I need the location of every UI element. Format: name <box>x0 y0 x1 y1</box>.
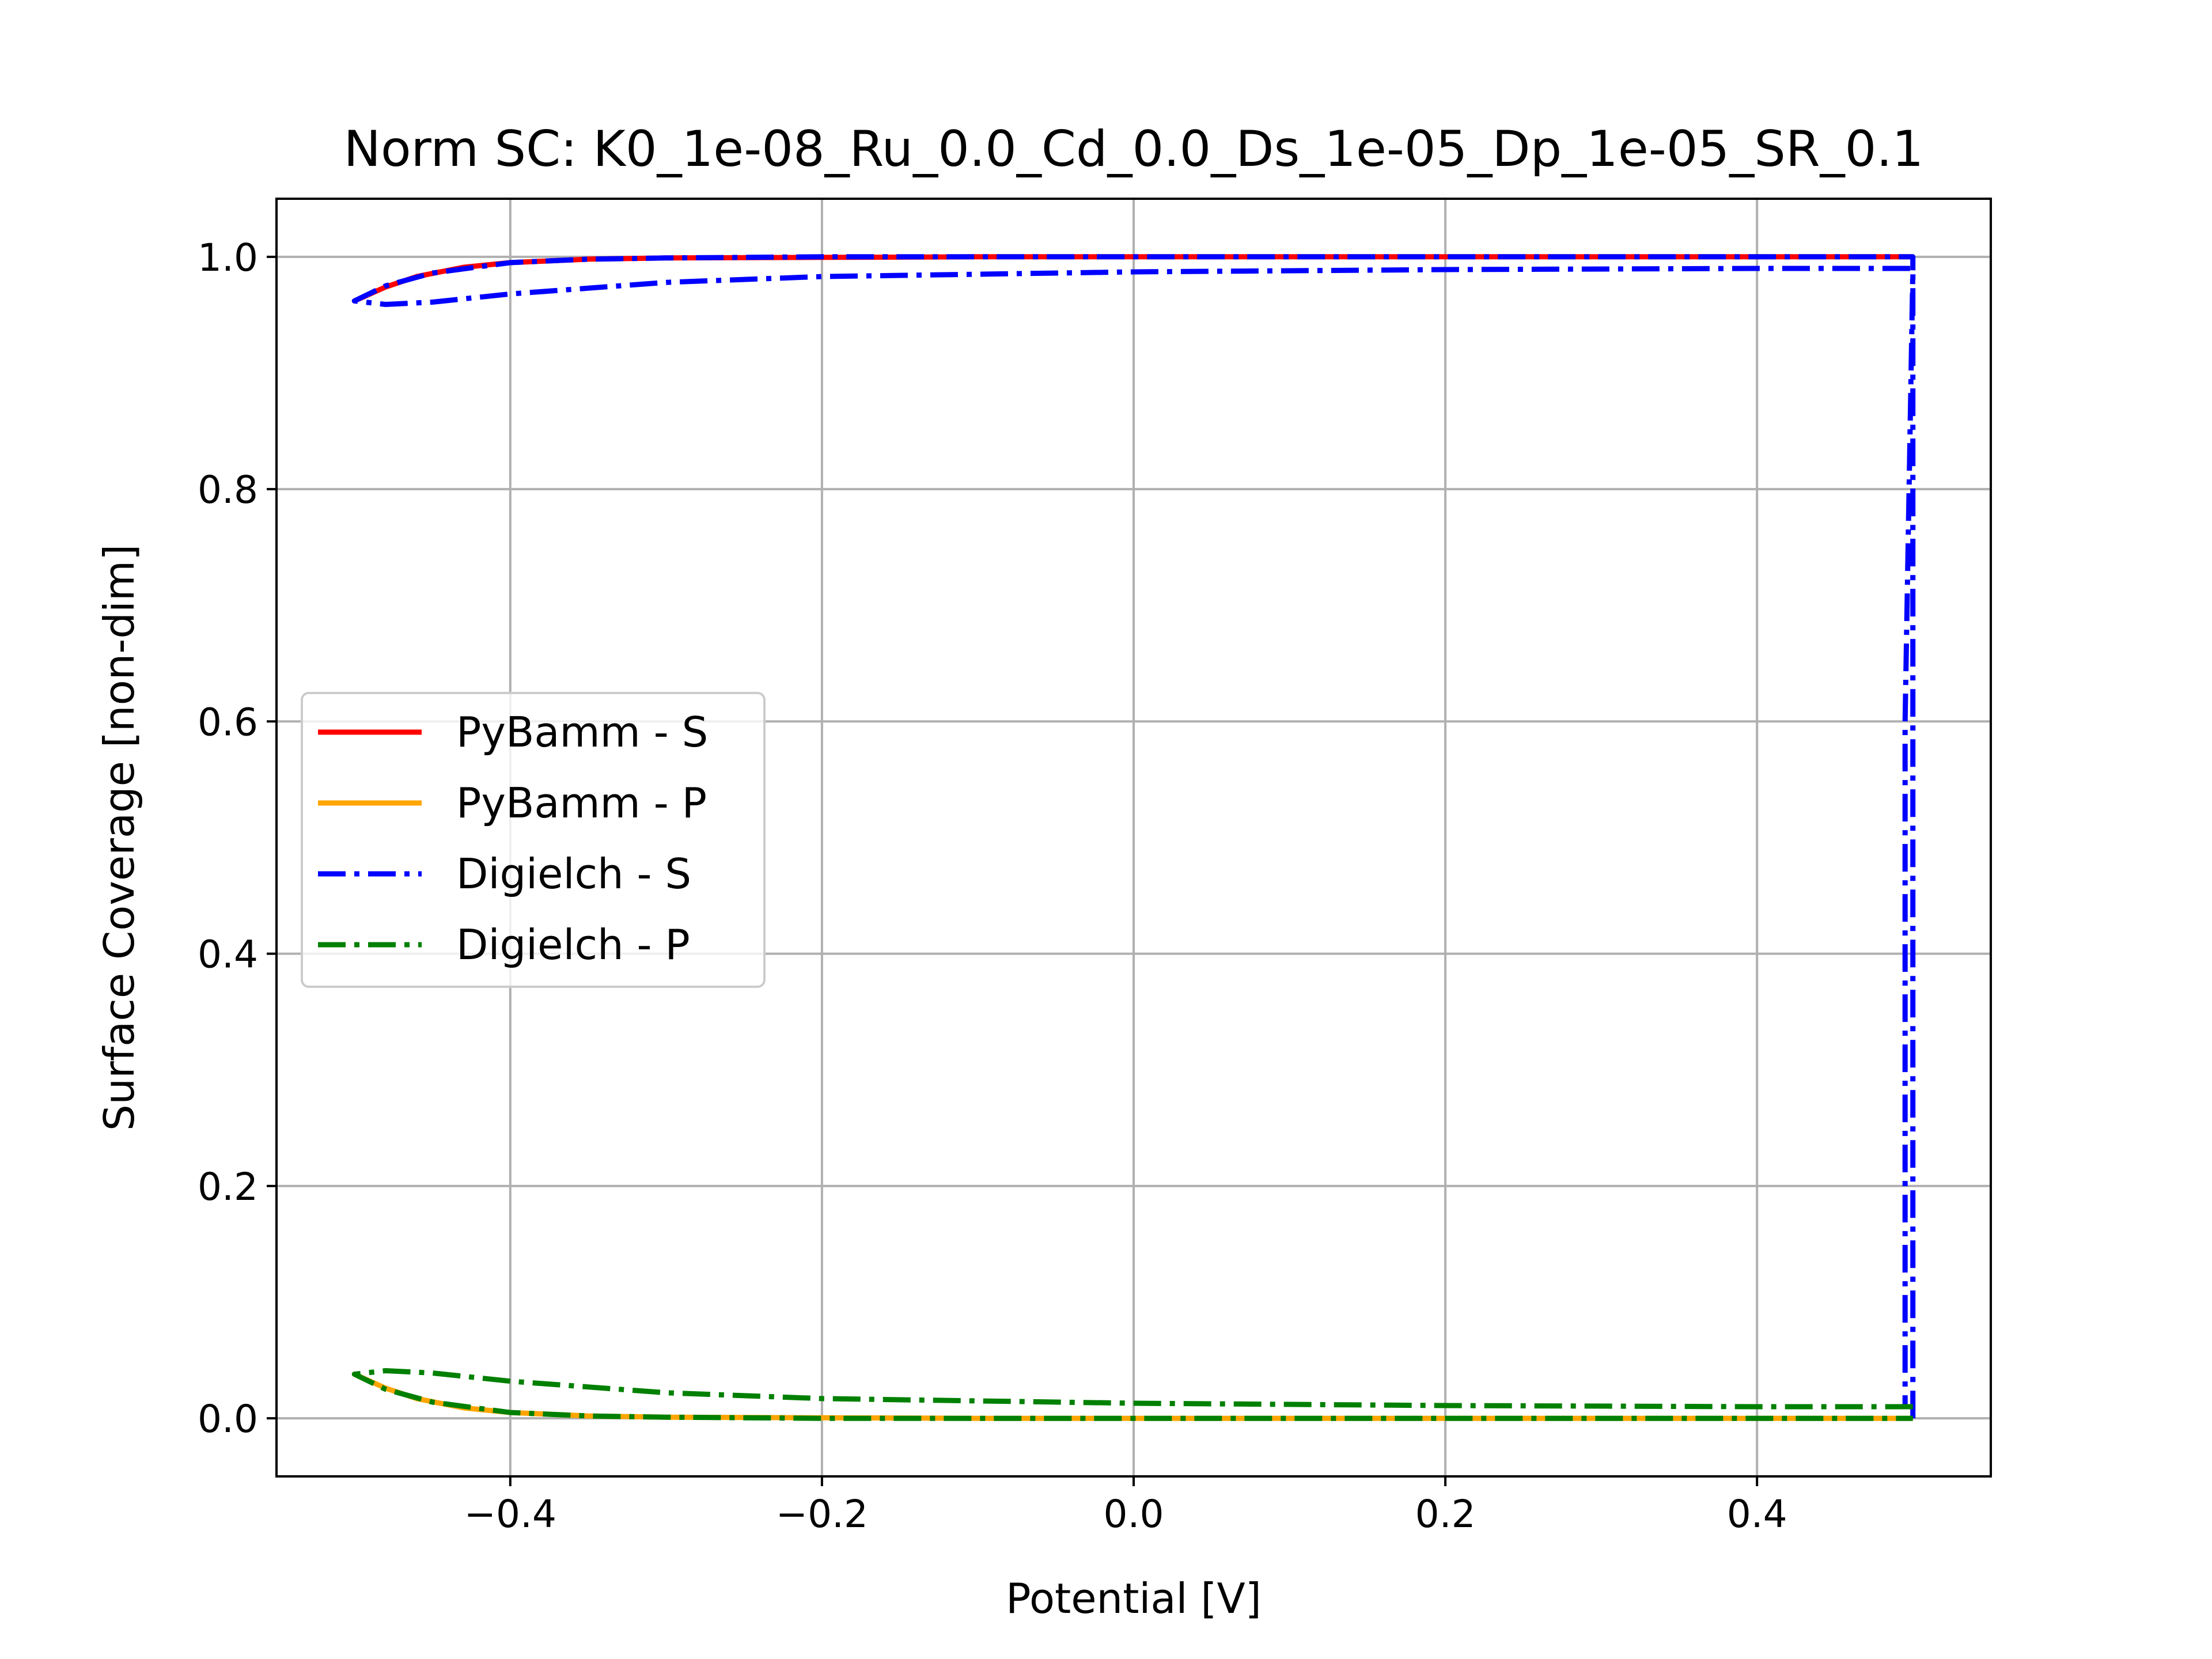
x-axis-label: Potential [V] <box>1006 1574 1262 1623</box>
legend-label-digielch-p: Digielch - P <box>456 921 690 969</box>
legend-label-pybamm-p: PyBamm - P <box>456 779 707 827</box>
series-line-digielch-p <box>351 1368 1913 1421</box>
y-tick-label: 1.0 <box>198 236 258 280</box>
axis-ticks: −0.4 −0.2 0.0 0.2 0.4 0.0 0.2 0.4 0.6 0.8 1.0 <box>198 236 1787 1536</box>
series-line-digielch-s <box>351 254 1916 1419</box>
x-tick-label: −0.2 <box>776 1492 868 1536</box>
plot-lines <box>351 254 1916 1421</box>
y-tick-label: 0.0 <box>198 1397 258 1441</box>
x-tick-label: 0.2 <box>1415 1492 1476 1536</box>
legend: PyBamm - S PyBamm - P Digielch - S Digie… <box>301 692 766 988</box>
x-tick-label: −0.4 <box>464 1492 556 1536</box>
x-tick-label: 0.0 <box>1104 1492 1164 1536</box>
legend-box <box>301 692 766 988</box>
y-tick-label: 0.6 <box>198 700 258 744</box>
legend-label-pybamm-s: PyBamm - S <box>456 708 708 756</box>
y-tick-label: 0.4 <box>198 933 258 977</box>
y-tick-label: 0.2 <box>198 1165 258 1209</box>
y-axis-label: Surface Coverage [non-dim] <box>95 544 143 1131</box>
legend-label-digielch-s: Digielch - S <box>456 850 691 898</box>
y-tick-label: 0.8 <box>198 468 258 512</box>
chart-title: Norm SC: K0_1e-08_Ru_0.0_Cd_0.0_Ds_1e-05… <box>344 120 1924 178</box>
x-tick-label: 0.4 <box>1727 1492 1787 1536</box>
